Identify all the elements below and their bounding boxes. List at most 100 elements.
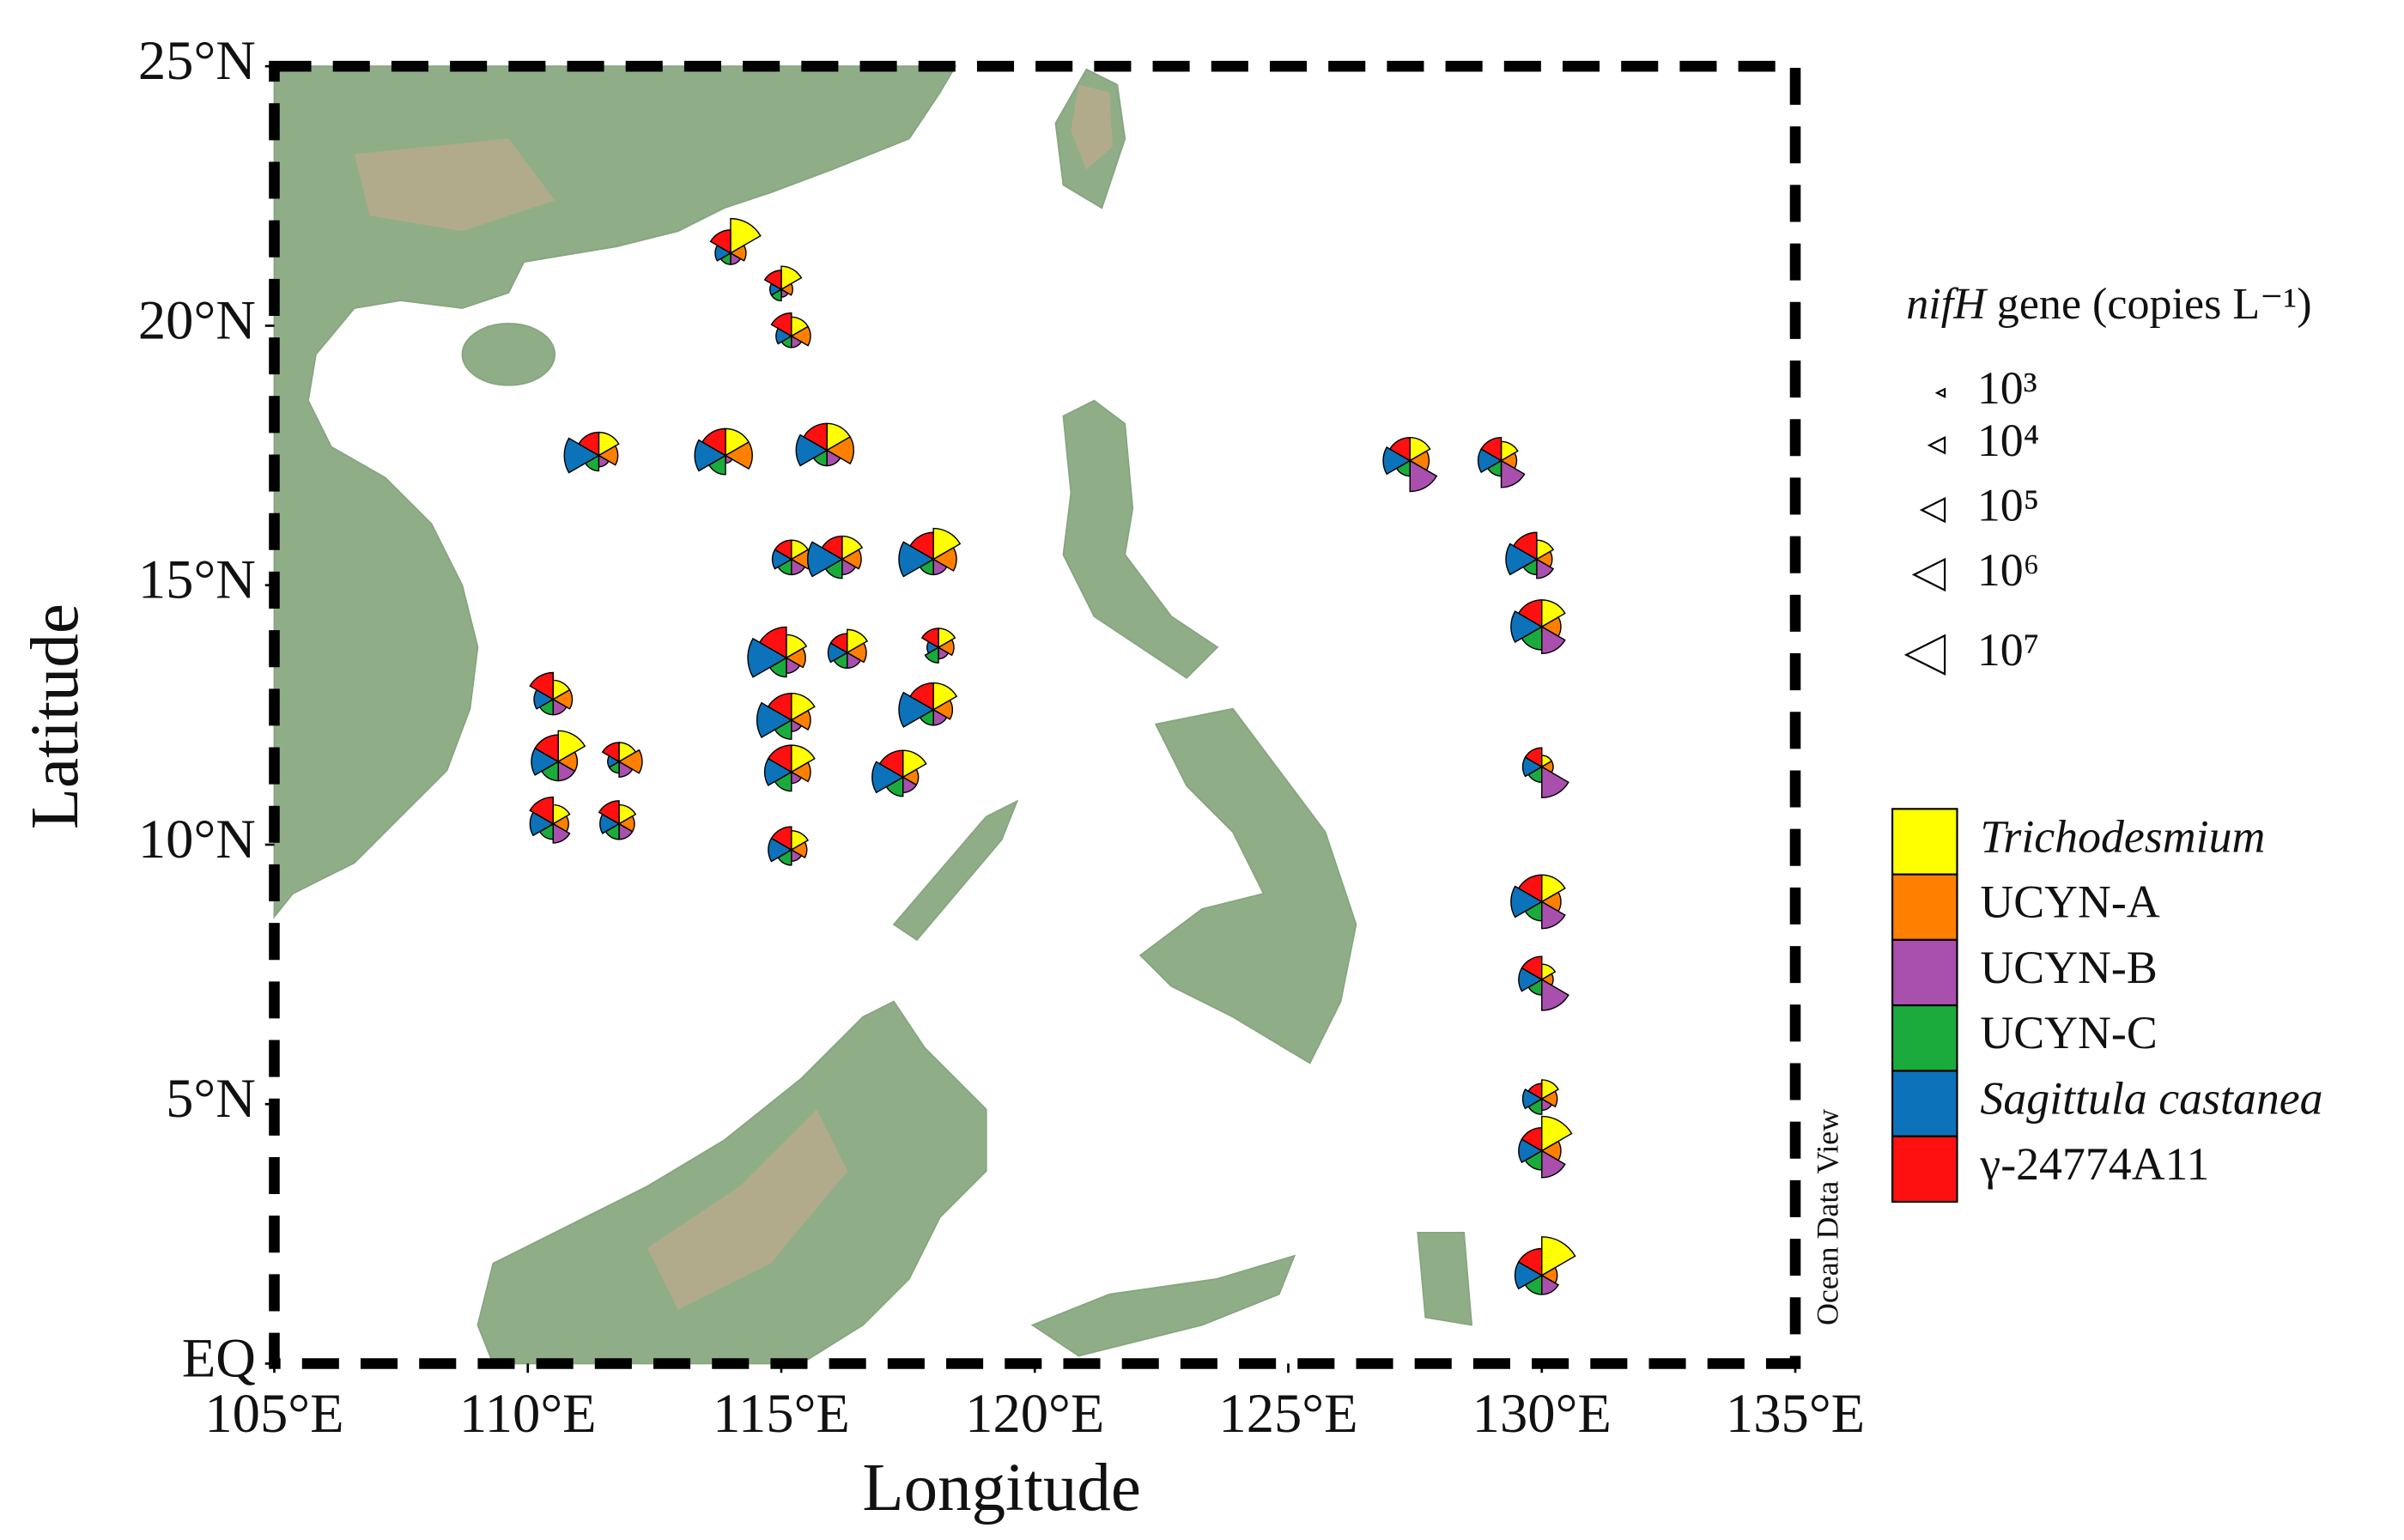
rose-wedge: [841, 549, 862, 570]
size-legend-symbol: [1934, 387, 1946, 398]
station-position: [1540, 1149, 1544, 1153]
y-axis-title: Latitude: [18, 603, 93, 829]
station-position: [617, 760, 621, 763]
rose-wedge: [709, 229, 732, 255]
station: [795, 422, 855, 467]
size-legend-label: 10⁷: [1977, 624, 2040, 676]
station-position: [790, 848, 793, 852]
station-position: [841, 558, 844, 561]
station-position: [1535, 558, 1539, 561]
rose-wedge: [763, 270, 782, 291]
station: [763, 744, 816, 792]
station-position: [1540, 900, 1544, 903]
rose-wedge: [871, 761, 905, 794]
rose-wedge: [598, 800, 620, 826]
station: [1521, 1079, 1560, 1115]
land-borneo: [477, 1000, 987, 1365]
station-position: [790, 558, 793, 561]
rose-wedge: [1527, 1082, 1543, 1100]
station-position: [825, 449, 829, 452]
station-position: [729, 252, 732, 255]
station-position: [790, 718, 793, 722]
rose-wedge: [758, 626, 787, 659]
size-legend-symbol: [1919, 496, 1946, 524]
rose-wedge: [846, 642, 867, 664]
data-layer: 105°E 110°E 115°E 120°E 125°E 130°E 135°E EQ 5°N…: [138, 29, 2323, 1444]
rose-wedge: [529, 671, 554, 700]
station: [563, 431, 620, 474]
x-tick-label: 125°E: [1218, 1382, 1357, 1444]
y-tick-label: 20°N: [138, 288, 256, 350]
station: [756, 692, 816, 740]
rose-wedge: [1500, 459, 1526, 488]
station-position: [932, 558, 935, 561]
rose-wedge: [534, 734, 559, 763]
x-tick-label: 105°E: [204, 1382, 343, 1444]
x-tick-label: 130°E: [1472, 1382, 1612, 1444]
station: [898, 527, 962, 578]
rose-wedge: [932, 527, 962, 561]
rose-wedge: [1521, 1126, 1543, 1152]
rose-wedge: [806, 541, 844, 578]
rose-wedge: [898, 691, 935, 728]
rose-wedge: [1541, 1079, 1560, 1100]
station: [763, 265, 803, 302]
rose-wedge: [909, 682, 934, 712]
station: [1510, 599, 1566, 654]
station-position: [1540, 1274, 1544, 1277]
rose-wedge: [932, 547, 957, 572]
rose-wedge: [729, 244, 747, 262]
rose-wedge: [578, 431, 600, 457]
x-tick-label: 110°E: [459, 1382, 597, 1444]
rose-wedge: [747, 637, 788, 678]
station-position: [1540, 625, 1544, 628]
rose-wedge: [1512, 531, 1538, 561]
rose-wedge: [790, 761, 811, 783]
y-tick-label: 5°N: [166, 1067, 256, 1129]
rose-wedge: [1517, 874, 1543, 903]
rose-wedge: [724, 440, 753, 470]
station: [1521, 747, 1569, 798]
y-tick-label: 15°N: [138, 549, 256, 610]
rose-wedge: [1541, 766, 1569, 798]
station-position: [556, 760, 560, 763]
station: [827, 628, 869, 669]
rose-wedge: [557, 730, 586, 763]
land: [273, 65, 1473, 1365]
size-legend-label: 10⁵: [1977, 479, 2040, 531]
rose-wedge: [1510, 610, 1544, 643]
station: [1505, 531, 1555, 579]
land-mindanao: [1138, 707, 1357, 1064]
rose-wedge: [618, 760, 634, 778]
station: [770, 312, 811, 349]
rose-wedge: [1517, 1247, 1543, 1276]
rose-wedge: [932, 699, 954, 720]
station-position: [551, 822, 555, 826]
rose-wedge: [785, 647, 806, 669]
rose-wedge: [1541, 900, 1566, 930]
land-mainland: [273, 65, 957, 919]
rose-wedge: [790, 709, 811, 731]
rose-wedge: [1541, 1236, 1576, 1276]
station-position: [790, 770, 793, 773]
rose-wedge: [1517, 599, 1543, 628]
station: [1518, 1115, 1573, 1179]
station-position: [1540, 765, 1544, 768]
station-position: [551, 698, 555, 701]
size-legend-label: 10⁶: [1977, 544, 2040, 596]
rose-wedge: [551, 688, 574, 710]
station: [529, 796, 571, 844]
legend-swatch: [1891, 873, 1958, 941]
station: [920, 628, 956, 664]
rose-wedge: [774, 539, 792, 561]
rose-wedge: [847, 628, 869, 654]
land-halmahera: [1417, 1232, 1473, 1326]
rose-wedge: [730, 217, 762, 255]
rose-wedge: [601, 742, 620, 763]
rose-wedge: [1524, 747, 1543, 768]
rose-wedge: [756, 701, 793, 738]
size-legend-label: 10⁴: [1977, 415, 2040, 466]
station: [768, 826, 810, 866]
